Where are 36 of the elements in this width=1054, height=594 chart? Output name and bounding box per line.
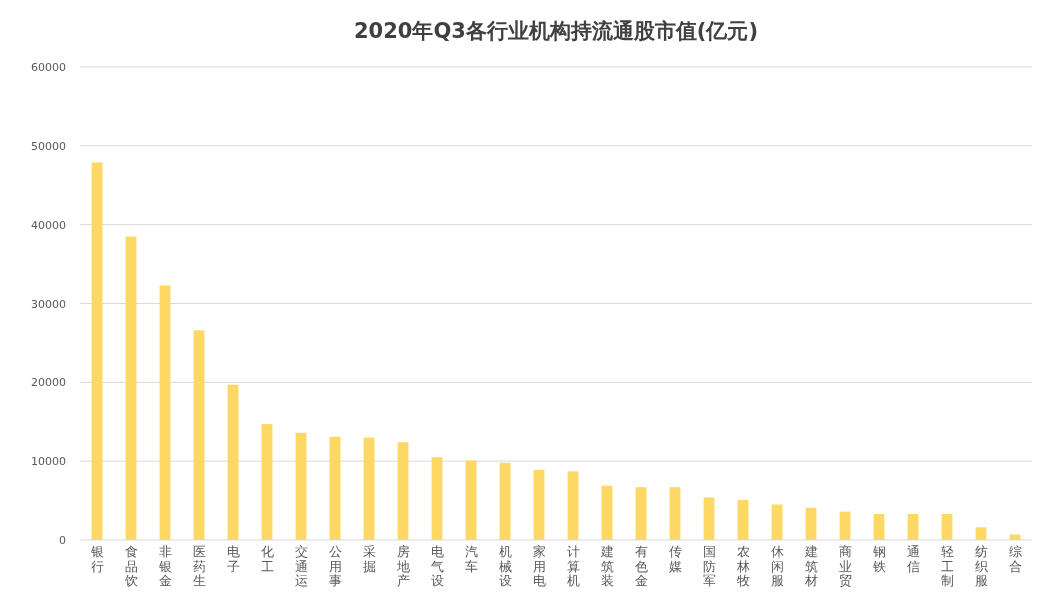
x-tick-label: 国防军 (702, 544, 716, 588)
x-tick-label: 农林牧 (735, 544, 750, 588)
x-tick-label: 传媒 (668, 544, 682, 574)
x-tick-label: 医药生 (192, 544, 206, 588)
y-tick-label: 50000 (31, 139, 66, 153)
x-tick-label: 轻工制 (940, 544, 954, 588)
x-tick-label: 非银金 (157, 544, 172, 588)
y-tick-label: 20000 (31, 376, 66, 390)
y-tick-label: 40000 (31, 218, 66, 232)
x-tick-label: 综合 (1008, 544, 1022, 574)
x-tick-label: 电子 (226, 544, 240, 574)
x-tick-label: 交通运 (294, 544, 308, 588)
y-tick-label: 60000 (31, 61, 66, 74)
y-tick-label: 10000 (31, 455, 66, 469)
x-tick-label: 银行 (89, 544, 104, 574)
x-tick-label: 计算机 (566, 544, 580, 588)
x-tick-label: 钢铁 (871, 544, 886, 574)
x-tick-label: 食品饮 (123, 544, 138, 588)
x-tick-label: 汽车 (464, 544, 478, 574)
x-tick-label: 通信 (906, 544, 920, 574)
chart-title: 2020年Q3各行业机构持流通股市值(亿元) (353, 19, 759, 43)
x-tick-label: 家用电 (532, 544, 546, 588)
x-tick-label: 采掘 (362, 544, 376, 574)
x-tick-label: 机械设 (498, 544, 512, 588)
y-tick-label: 30000 (31, 297, 66, 311)
x-tick-label: 纺织服 (974, 544, 988, 588)
x-tick-label: 休闲服 (770, 544, 784, 588)
x-tick-label: 商业贸 (838, 544, 852, 588)
x-tick-label: 有色金 (634, 544, 648, 588)
x-tick-label: 建筑材 (803, 544, 818, 588)
x-tick-label: 公用事 (328, 544, 342, 588)
x-tick-label: 建筑装 (599, 544, 614, 588)
x-tick-label: 房地产 (395, 544, 410, 588)
x-tick-label: 电气设 (430, 544, 444, 588)
y-tick-label: 0 (59, 534, 66, 547)
x-tick-label: 化工 (260, 544, 274, 574)
